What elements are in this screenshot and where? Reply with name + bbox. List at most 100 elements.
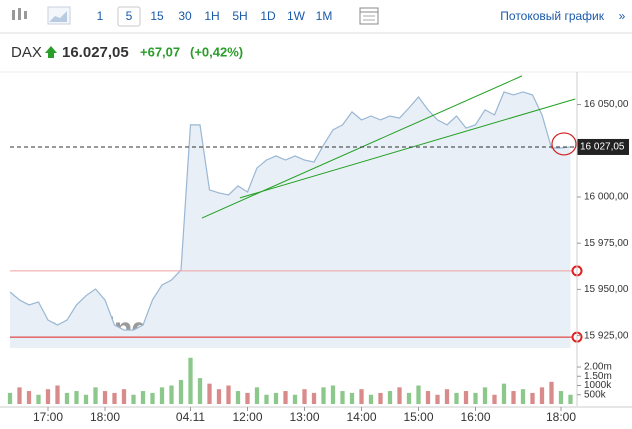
y-tick-label: 15 925,00 xyxy=(584,330,629,341)
price-line xyxy=(9,91,571,331)
trendline xyxy=(239,98,576,199)
x-tick-label: 14:00 xyxy=(346,410,376,424)
volume-bar xyxy=(112,392,117,404)
x-tick-label: 13:00 xyxy=(289,410,319,424)
volume-bar xyxy=(188,357,193,404)
volume-bar xyxy=(254,387,260,404)
volume-bar xyxy=(131,394,136,404)
candle-icon[interactable] xyxy=(12,8,27,20)
volume-bar xyxy=(340,391,345,404)
volume-bar xyxy=(387,391,393,404)
volume-bar xyxy=(102,391,108,404)
instrument: DAX xyxy=(11,44,42,61)
volume-bar xyxy=(416,385,421,404)
volume-tick-label: 1.50m xyxy=(584,371,612,382)
volume-bar xyxy=(463,391,469,404)
up-arrow xyxy=(45,46,57,58)
highlight-circle xyxy=(551,132,577,156)
volume-bar xyxy=(397,387,402,404)
interval-button[interactable]: 15 xyxy=(150,9,164,23)
volume-bar xyxy=(45,389,51,404)
volume-bar xyxy=(558,391,564,404)
volume-bar xyxy=(511,391,516,404)
x-tick-label: 18:00 xyxy=(546,410,576,424)
volume-bar xyxy=(473,392,478,404)
volume-bar xyxy=(520,389,526,404)
area-icon[interactable] xyxy=(47,6,71,25)
active-interval-frame xyxy=(117,6,141,27)
y-tick-label: 15 975,00 xyxy=(584,238,629,249)
volume-bar xyxy=(36,394,41,404)
area-fill xyxy=(10,91,571,348)
x-tick-label: 12:00 xyxy=(232,410,262,424)
volume-bar xyxy=(74,391,79,404)
interval-button[interactable]: 1M xyxy=(316,9,333,23)
volume-bar xyxy=(539,387,545,404)
interval-button[interactable]: 1H xyxy=(204,9,219,23)
volume-bar xyxy=(150,392,155,404)
volume-bar xyxy=(159,387,165,404)
volume-bar xyxy=(435,394,440,404)
volume-bar xyxy=(283,391,288,404)
volume-bar xyxy=(311,392,317,404)
volume-bar xyxy=(26,391,32,404)
volume-bar xyxy=(444,389,450,404)
volume-tick-label: 2.00m xyxy=(584,362,612,373)
x-tick-label: 17:00 xyxy=(33,410,63,424)
x-tick-label: 16:00 xyxy=(460,410,490,424)
volume-bar xyxy=(140,391,146,404)
volume-bar xyxy=(406,392,412,404)
y-tick-label: 15 950,00 xyxy=(584,284,629,295)
interval-button[interactable]: 30 xyxy=(178,9,192,23)
volume-bar xyxy=(378,392,383,404)
volume-bar xyxy=(17,387,22,404)
price: 16.027,05 xyxy=(62,44,129,61)
volume-bar xyxy=(321,387,326,404)
volume-bar xyxy=(302,389,307,404)
volume-bar xyxy=(330,385,336,404)
change: +67,07 xyxy=(140,44,180,59)
volume-bar xyxy=(359,389,364,404)
volume-bar xyxy=(273,392,279,404)
volume-bar xyxy=(121,389,127,404)
stream-link[interactable]: Потоковый график xyxy=(500,9,604,23)
volume-bar xyxy=(501,383,507,404)
last-price-label: 16 027,05 xyxy=(580,142,625,153)
volume-bar xyxy=(482,387,488,404)
last-price-box xyxy=(577,138,629,155)
volume-bar xyxy=(568,394,573,404)
toolbar-bg xyxy=(0,0,632,33)
volume-bar xyxy=(216,389,222,404)
volume-tick-label: 500k xyxy=(584,389,607,400)
volume-tick-label: 1000k xyxy=(584,380,612,391)
interval-button[interactable]: 1D xyxy=(260,9,276,23)
volume-bar xyxy=(349,392,355,404)
interval-button[interactable]: 1 xyxy=(97,9,104,23)
interval-button[interactable]: 1W xyxy=(287,9,306,23)
volume-bar xyxy=(530,392,535,404)
volume-bar xyxy=(454,392,459,404)
volume-bar xyxy=(245,392,250,404)
interval-button[interactable]: 5H xyxy=(232,9,247,23)
volume-bar xyxy=(264,394,269,404)
volume-bar xyxy=(207,383,212,404)
volume-bar xyxy=(93,387,98,404)
x-tick-label: 04.11 xyxy=(176,410,205,424)
volume-bar xyxy=(55,385,60,404)
volume-bar xyxy=(83,394,89,404)
interval-button[interactable]: 5 xyxy=(126,9,133,23)
y-tick-label: 16 050,00 xyxy=(584,99,629,110)
table-icon[interactable] xyxy=(359,7,379,25)
volume-bar xyxy=(226,385,231,404)
volume-bar xyxy=(235,391,241,404)
volume-bar xyxy=(492,394,497,404)
y-tick-label: 16 000,00 xyxy=(584,192,629,203)
volume-bar xyxy=(64,392,70,404)
change-pct: (+0,42%) xyxy=(190,44,243,59)
stream-arrow[interactable]: » xyxy=(619,9,626,23)
volume-bar xyxy=(178,379,184,404)
volume-bar xyxy=(197,378,203,404)
volume-bar xyxy=(549,381,554,404)
